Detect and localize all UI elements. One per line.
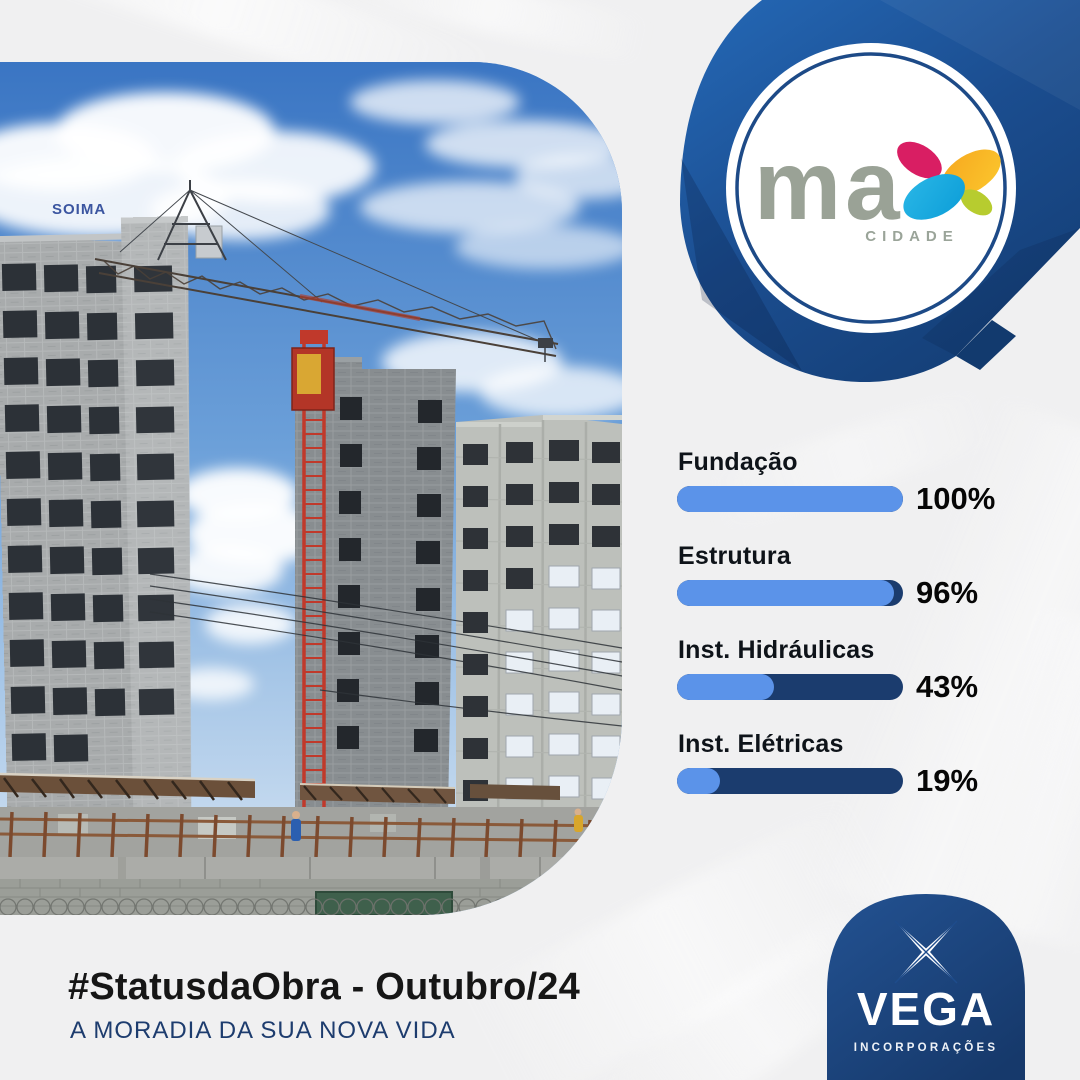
blob-facet: [956, 320, 1016, 370]
hoist-cabin-sign: [297, 354, 321, 394]
rooftop-cabin: [195, 225, 223, 259]
progress-label: Fundação: [678, 448, 798, 476]
construction-hoist: [291, 330, 335, 850]
vega-name: VEGA: [857, 983, 995, 1035]
progress-label: Inst. Elétricas: [678, 730, 844, 758]
scaffold-canopies: [0, 772, 560, 804]
max-x-icon: [897, 141, 1001, 220]
clouds: [0, 80, 622, 700]
progress-bar-fill: [677, 768, 720, 794]
progress-bar-track: [677, 768, 903, 794]
progress-bar-fill: [677, 486, 903, 512]
power-lines: [149, 573, 622, 727]
progress-bar-track: [677, 580, 903, 606]
blob-facet: [922, 228, 1080, 356]
post-subtitle: A MORADIA DA SUA NOVA VIDA: [70, 1017, 456, 1044]
progress-row-fundacao: Fundação 100%: [677, 447, 1057, 516]
worker-figure: [291, 811, 301, 841]
post-title: #StatusdaObra - Outubro/24: [68, 966, 580, 1008]
progress-label: Estrutura: [678, 542, 791, 570]
construction-site-photo: SOIMA: [0, 62, 622, 915]
blob-facet: [880, 0, 1080, 110]
progress-value: 96%: [916, 575, 979, 610]
progress-value: 19%: [916, 763, 979, 798]
progress-row-eletricas: Inst. Elétricas 19%: [677, 729, 1057, 798]
progress-value: 100%: [916, 481, 996, 516]
vega-incorporacoes-badge: VEGA INCORPORAÇÕES: [827, 894, 1025, 1080]
arch-shape: [827, 894, 1025, 1080]
progress-row-estrutura: Estrutura 96%: [677, 541, 1057, 610]
crane-trolley: [538, 338, 553, 348]
progress-row-hidraulicas: Inst. Hidráulicas 43%: [677, 635, 1057, 704]
vega-star-icon: [894, 920, 958, 984]
left-building: [0, 216, 192, 813]
progress-bar-track: [677, 486, 903, 512]
progress-value: 43%: [916, 669, 979, 704]
progress-bar-track: [677, 674, 903, 700]
blob-facet: [681, 158, 802, 371]
left-building-windows: [1, 263, 126, 763]
max-wordmark: ma: [754, 130, 904, 240]
middle-tower: [295, 357, 456, 814]
vega-tagline: INCORPORAÇÕES: [854, 1041, 998, 1054]
left-tower-windows: [133, 265, 175, 716]
tower-crane: [94, 180, 559, 362]
progress-bar-fill: [677, 580, 894, 606]
background-texture-streak: [328, 0, 652, 65]
vega-logo: VEGA INCORPORAÇÕES: [827, 894, 1025, 1080]
crane-brand-sign: SOIMA: [52, 201, 106, 218]
logo-circle: [726, 43, 1016, 333]
retaining-wall: [0, 857, 622, 879]
site-fence: [0, 807, 622, 859]
max-cidade-logo: ma CIDADE: [680, 0, 1080, 383]
footer-text-block: #StatusdaObra - Outubro/24 A MORADIA DA …: [68, 966, 580, 1045]
progress-bar-fill: [677, 674, 775, 700]
construction-progress-list: Fundação 100% Estrutura 96% Inst. Hidráu…: [677, 447, 1057, 823]
construction-scene: SOIMA: [0, 62, 622, 915]
middle-tower-windows: [337, 397, 442, 752]
progress-label: Inst. Hidráulicas: [678, 636, 875, 664]
worker-figure: [574, 808, 583, 832]
logo-ring: [735, 52, 1007, 324]
max-cidade-badge: ma CIDADE: [640, 0, 1080, 480]
crane-cables: [119, 189, 545, 344]
block-wall: [0, 879, 622, 915]
max-tagline: CIDADE: [865, 228, 959, 245]
green-screen-panel: [315, 891, 453, 915]
